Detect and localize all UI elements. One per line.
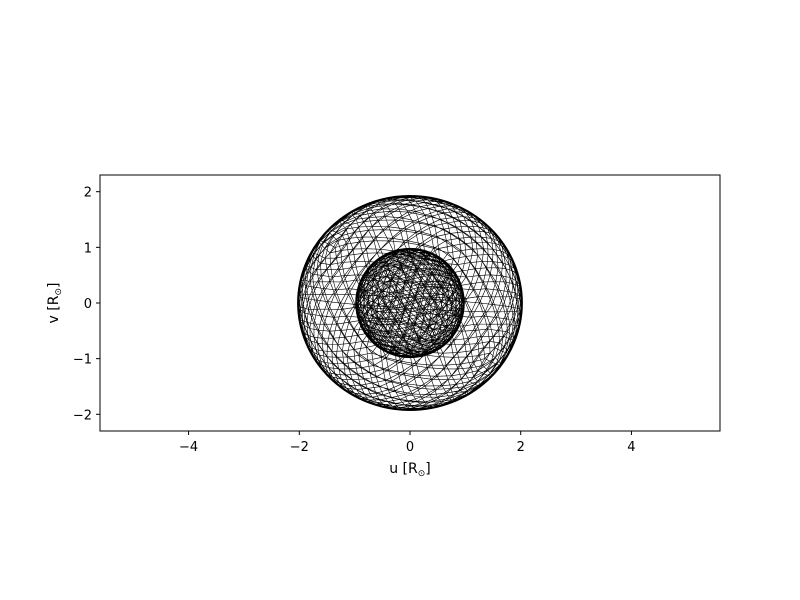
- x-tick-label: −4: [179, 440, 198, 455]
- mesh-triangles: [298, 195, 522, 411]
- y-tick-label: 2: [84, 186, 92, 201]
- x-tick-label: −2: [290, 440, 309, 455]
- x-axis-label: u [R⊙]: [389, 461, 431, 479]
- y-axis-label: v [R⊙]: [46, 283, 64, 324]
- axes-frame: [99, 174, 721, 432]
- y-tick-label: 0: [84, 297, 92, 312]
- body-mesh-2: [297, 195, 523, 412]
- body-mesh-1: [355, 247, 465, 359]
- x-tick-label: 4: [627, 440, 635, 455]
- x-tick-label: 0: [406, 440, 414, 455]
- y-tick-label: −2: [73, 408, 92, 423]
- body-outline: [297, 195, 523, 412]
- y-tick-label: −1: [73, 353, 92, 368]
- x-tick-label: 2: [517, 440, 525, 455]
- ticks-layer: −4 −2 0 2 4 −2 −1 0 1 2: [73, 186, 636, 455]
- body-outline: [355, 247, 465, 359]
- y-tick-label: 1: [84, 241, 92, 256]
- mesh-layer: [297, 195, 523, 412]
